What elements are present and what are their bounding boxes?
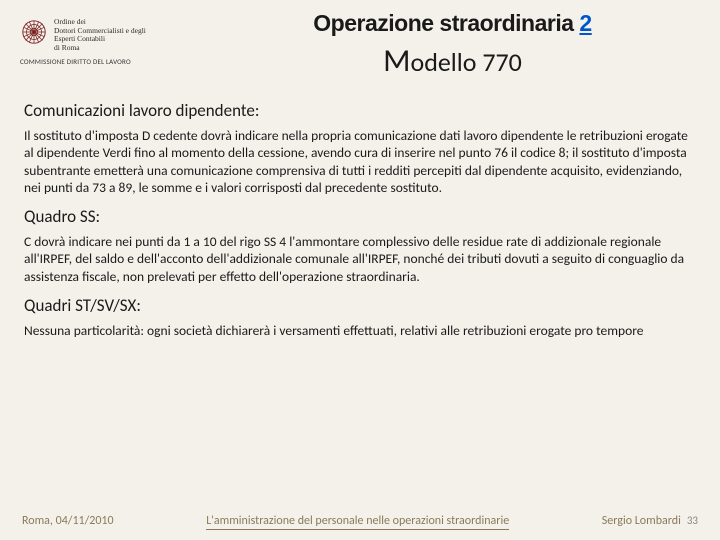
subtitle-cap: M	[383, 41, 410, 80]
slide-title: Operazione straordinaria 2	[205, 10, 700, 37]
subtitle-rest: odello 770	[410, 46, 521, 78]
title-text: Operazione straordinaria	[313, 10, 573, 36]
org-seal-icon	[20, 18, 48, 46]
title-number: 2	[579, 10, 591, 36]
footer-author-block: Sergio Lombardi 33	[602, 514, 698, 528]
slide-footer: Roma, 04/11/2010 L'amministrazione del p…	[0, 514, 720, 530]
footer-title: L'amministrazione del personale nelle op…	[206, 514, 509, 530]
org-line: di Roma	[54, 43, 80, 52]
section-heading: Quadro SS:	[24, 206, 696, 227]
section-heading: Quadri ST/SV/SX:	[24, 295, 696, 316]
slide-header: Ordine dei Dottori Commercialisti e degl…	[0, 0, 720, 80]
slide-subtitle: Modello 770	[205, 41, 700, 80]
org-commission: COMMISSIONE DIRITTO DEL LAVORO	[20, 57, 205, 66]
section-body: C dovrà indicare nei punti da 1 a 10 del…	[24, 233, 696, 285]
title-block: Operazione straordinaria 2 Modello 770	[205, 10, 700, 80]
org-name: Ordine dei Dottori Commercialisti e degl…	[54, 18, 146, 53]
section-body: Il sostituto d'imposta D cedente dovrà i…	[24, 127, 696, 196]
slide-content: Comunicazioni lavoro dipendente: Il sost…	[0, 80, 720, 339]
page-number: 33	[687, 514, 698, 527]
logo-block: Ordine dei Dottori Commercialisti e degl…	[20, 10, 205, 66]
footer-author: Sergio Lombardi	[602, 514, 681, 528]
footer-date: Roma, 04/11/2010	[22, 514, 114, 528]
section-heading: Comunicazioni lavoro dipendente:	[24, 100, 696, 121]
section-body: Nessuna particolarità: ogni società dich…	[24, 322, 696, 339]
